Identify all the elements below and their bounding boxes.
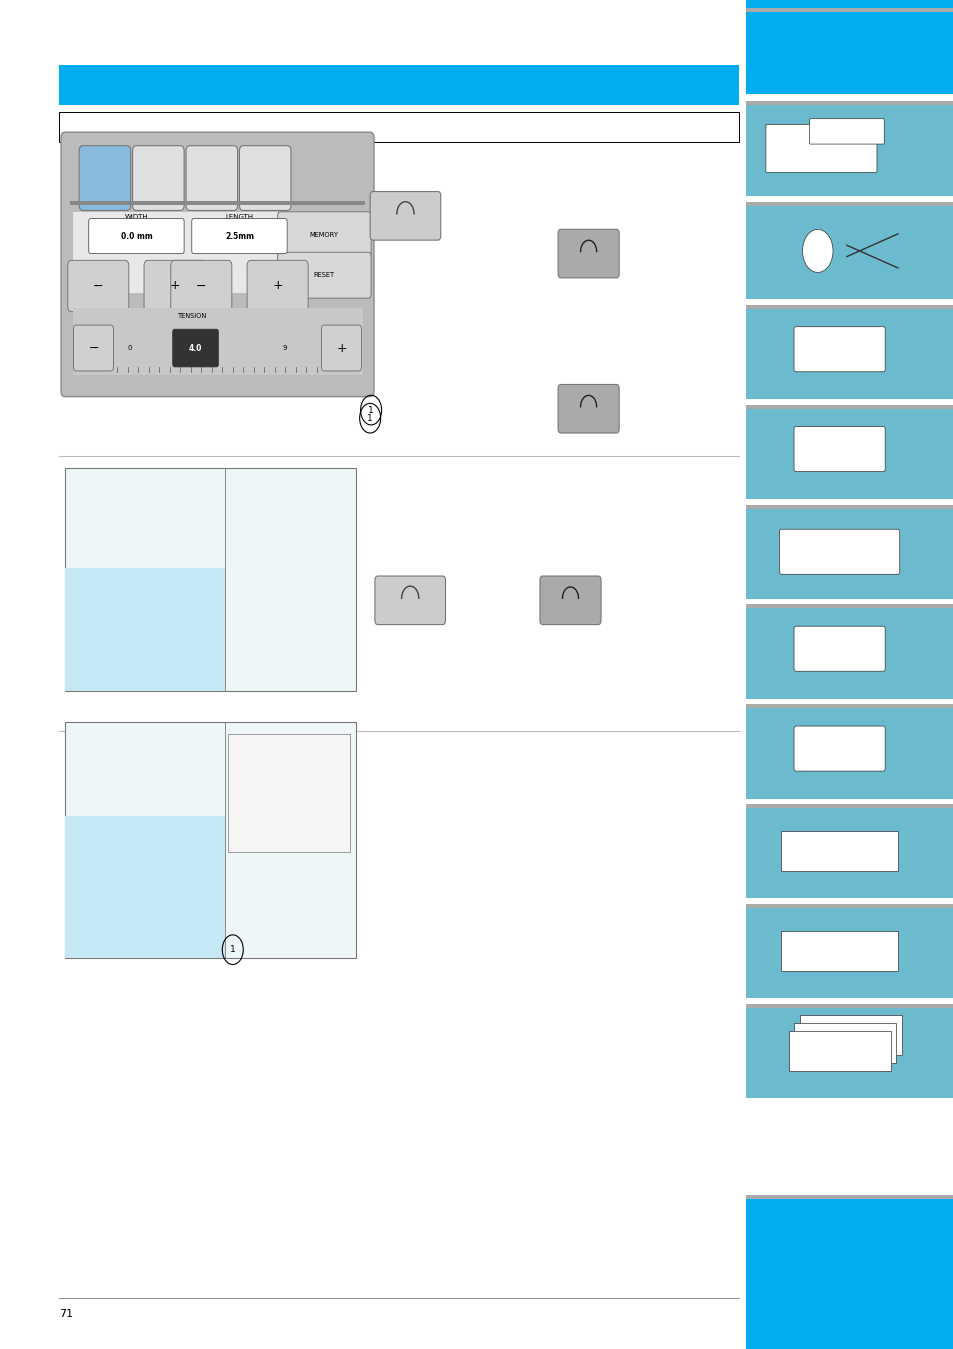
Bar xyxy=(745,101,953,105)
Bar xyxy=(745,305,953,399)
Bar xyxy=(745,505,953,599)
FancyBboxPatch shape xyxy=(68,260,129,312)
Text: +: + xyxy=(335,341,347,355)
Bar xyxy=(745,101,953,196)
FancyBboxPatch shape xyxy=(239,146,291,210)
FancyBboxPatch shape xyxy=(779,529,899,575)
FancyBboxPatch shape xyxy=(321,325,361,371)
FancyBboxPatch shape xyxy=(370,192,440,240)
Bar xyxy=(745,0,953,8)
Bar xyxy=(745,505,953,509)
Text: LENGTH: LENGTH xyxy=(225,213,253,220)
Text: +: + xyxy=(272,279,283,293)
FancyBboxPatch shape xyxy=(79,146,131,210)
Bar xyxy=(65,722,355,958)
Bar xyxy=(70,201,365,205)
Bar xyxy=(72,212,286,293)
Text: 4.0: 4.0 xyxy=(189,344,202,352)
FancyBboxPatch shape xyxy=(61,132,374,397)
Bar xyxy=(59,112,739,142)
Bar xyxy=(745,1004,953,1008)
FancyBboxPatch shape xyxy=(793,626,884,672)
Bar xyxy=(745,405,953,499)
Text: RESET: RESET xyxy=(314,272,335,278)
Bar xyxy=(745,804,953,898)
Text: 1: 1 xyxy=(367,414,373,422)
Bar xyxy=(800,1014,902,1055)
Text: 0: 0 xyxy=(128,345,132,351)
Text: 1: 1 xyxy=(368,406,374,414)
Bar xyxy=(745,202,953,206)
Text: 71: 71 xyxy=(59,1309,73,1319)
Text: +: + xyxy=(169,279,180,293)
FancyBboxPatch shape xyxy=(144,260,205,312)
FancyBboxPatch shape xyxy=(539,576,600,625)
Text: 0.0 mm: 0.0 mm xyxy=(120,232,152,240)
Bar xyxy=(72,308,362,375)
FancyBboxPatch shape xyxy=(793,726,884,772)
Text: −: − xyxy=(88,341,99,355)
Bar xyxy=(745,202,953,299)
FancyBboxPatch shape xyxy=(89,219,184,254)
Text: 2.5mm: 2.5mm xyxy=(225,232,253,240)
Polygon shape xyxy=(745,1195,953,1282)
FancyBboxPatch shape xyxy=(793,426,884,472)
FancyBboxPatch shape xyxy=(558,384,618,433)
Bar xyxy=(781,931,897,971)
Bar xyxy=(745,904,953,998)
Bar xyxy=(745,1004,953,1098)
Bar xyxy=(745,904,953,908)
FancyBboxPatch shape xyxy=(247,260,308,312)
Bar xyxy=(59,65,739,105)
Bar xyxy=(745,1195,953,1199)
FancyBboxPatch shape xyxy=(171,260,232,312)
Bar xyxy=(228,734,350,851)
Bar xyxy=(745,604,953,699)
FancyBboxPatch shape xyxy=(186,146,237,210)
FancyBboxPatch shape xyxy=(765,124,876,173)
Bar xyxy=(794,1023,896,1063)
Circle shape xyxy=(801,229,832,272)
Text: 1: 1 xyxy=(230,946,235,954)
Bar xyxy=(65,816,225,958)
Bar xyxy=(65,468,355,691)
FancyBboxPatch shape xyxy=(73,325,113,371)
Bar xyxy=(745,305,953,309)
Text: WIDTH: WIDTH xyxy=(125,213,148,220)
Text: MEMORY: MEMORY xyxy=(310,232,338,237)
FancyBboxPatch shape xyxy=(809,119,883,144)
FancyBboxPatch shape xyxy=(192,219,287,254)
Bar xyxy=(745,704,953,799)
Bar xyxy=(745,8,953,94)
Bar xyxy=(745,704,953,708)
FancyBboxPatch shape xyxy=(558,229,618,278)
Bar xyxy=(65,568,225,691)
Bar xyxy=(745,1282,953,1349)
FancyBboxPatch shape xyxy=(277,252,371,298)
Bar xyxy=(745,1195,953,1282)
Bar xyxy=(745,8,953,12)
Text: TENSION: TENSION xyxy=(178,313,208,320)
FancyBboxPatch shape xyxy=(375,576,445,625)
Text: −: − xyxy=(195,279,207,293)
Text: −: − xyxy=(92,279,104,293)
FancyBboxPatch shape xyxy=(277,212,371,258)
Bar xyxy=(745,405,953,409)
FancyBboxPatch shape xyxy=(132,146,184,210)
Bar xyxy=(781,831,897,871)
Bar xyxy=(745,604,953,608)
Text: 9: 9 xyxy=(282,345,286,351)
Bar xyxy=(788,1031,890,1071)
Polygon shape xyxy=(745,8,953,94)
Bar xyxy=(745,804,953,808)
FancyBboxPatch shape xyxy=(793,326,884,372)
FancyBboxPatch shape xyxy=(172,329,218,367)
